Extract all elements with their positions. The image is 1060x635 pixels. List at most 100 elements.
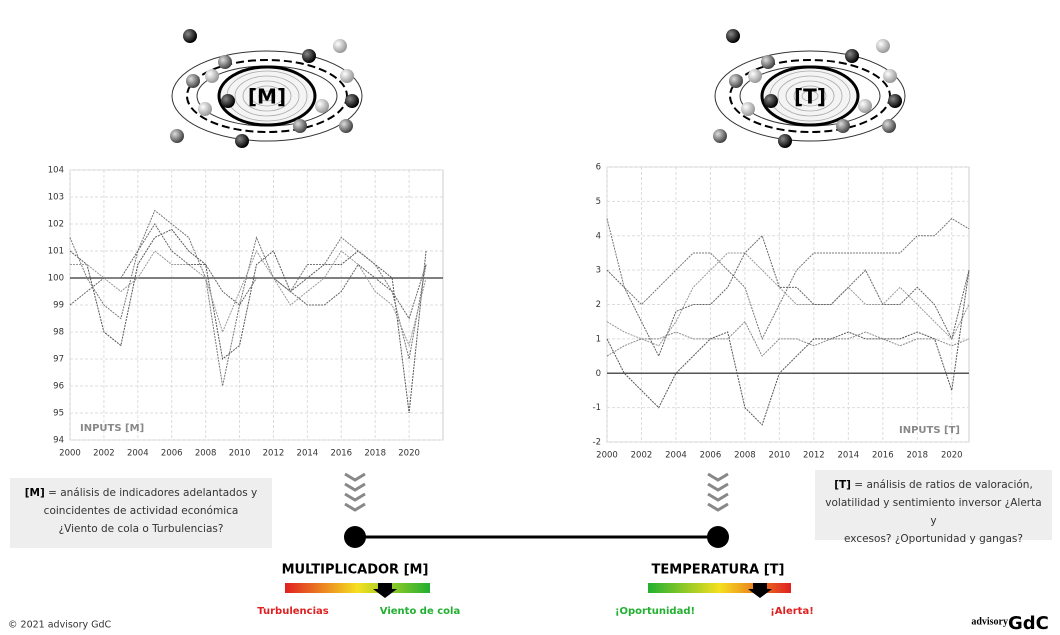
orbit	[171, 50, 363, 142]
electron	[340, 69, 354, 83]
nucleus-ring	[801, 90, 819, 102]
y-tick-label: 4	[596, 231, 601, 241]
x-tick-label: 2012	[263, 449, 285, 459]
x-tick-label: 2004	[665, 451, 687, 461]
logo-name: GdC	[1008, 613, 1049, 634]
series-line	[606, 252, 970, 347]
series-line	[606, 270, 970, 426]
electron	[221, 94, 235, 108]
series-line	[606, 320, 970, 357]
note-line: volatilidad y sentimiento inversor ¿Aler…	[825, 497, 1042, 527]
x-tick-label: 2020	[398, 449, 420, 459]
electron	[198, 102, 212, 116]
note-line: excesos? ¿Oportunidad y gangas?	[844, 533, 1023, 545]
indicator-high: ¡Alerta!	[770, 606, 814, 617]
x-tick-label: 2002	[631, 451, 653, 461]
electron	[339, 119, 353, 133]
x-tick-label: 2000	[596, 451, 618, 461]
note-box: [T] = análisis de ratios de valoración, v…	[815, 470, 1052, 545]
indicator-low: ¡Oportunidad!	[615, 606, 695, 617]
nucleus-ring	[242, 80, 292, 112]
series-line	[69, 223, 427, 320]
nucleus-ring	[785, 80, 835, 112]
y-tick-label: 104	[48, 166, 64, 176]
y-tick-label: 102	[48, 220, 64, 230]
electron	[748, 69, 762, 83]
x-tick-label: 2016	[330, 449, 352, 459]
series-line	[70, 249, 427, 348]
orbit	[729, 59, 891, 133]
electron	[333, 39, 347, 53]
nucleus-ring	[234, 75, 300, 117]
x-tick-label: 2020	[941, 451, 963, 461]
y-tick-label: 5	[596, 197, 601, 207]
electron	[315, 99, 329, 113]
indicator-low: Turbulencias	[257, 606, 328, 617]
note-key: [T]	[834, 479, 851, 491]
indicator-high: Viento de cola	[380, 606, 460, 617]
orbit	[186, 59, 348, 133]
electron	[218, 55, 232, 69]
series-line	[606, 217, 970, 341]
note-key: [M]	[24, 487, 45, 499]
chart-annotation: INPUTS [T]	[899, 425, 960, 436]
logo-prefix: advisory	[971, 616, 1008, 627]
x-tick-label: 2008	[195, 449, 217, 459]
electron	[293, 119, 307, 133]
y-tick-label: 3	[596, 266, 601, 276]
y-tick-label: 96	[53, 382, 64, 392]
electron	[183, 29, 197, 43]
electron	[205, 69, 219, 83]
nucleus	[217, 65, 317, 127]
electron	[845, 49, 859, 63]
indicator-title: TEMPERATURA [T]	[652, 563, 785, 578]
x-tick-label: 2012	[803, 451, 825, 461]
y-tick-label: 0	[596, 369, 601, 379]
footer: © 2021 advisory GdC	[8, 620, 112, 631]
y-tick-label: 94	[53, 436, 64, 446]
electron	[764, 94, 778, 108]
x-tick-label: 2014	[838, 451, 860, 461]
electron	[882, 119, 896, 133]
series-line	[69, 209, 427, 387]
x-tick-label: 2004	[127, 449, 149, 459]
nucleus-ring	[250, 85, 284, 107]
electron	[713, 129, 727, 143]
x-tick-label: 2002	[93, 449, 115, 459]
y-tick-label: -1	[593, 403, 601, 413]
atom: [M]	[170, 29, 363, 148]
note-line: = análisis de indicadores adelantados y	[44, 487, 258, 499]
electron	[235, 134, 249, 148]
electron	[345, 94, 359, 108]
electron	[761, 55, 775, 69]
chart-annotation: INPUTS [M]	[80, 423, 144, 434]
y-tick-label: 2	[596, 300, 601, 310]
note-line: coincidentes de actividad económica	[43, 505, 239, 517]
chevrons	[344, 472, 729, 512]
timeline-node	[344, 526, 366, 548]
electron	[726, 29, 740, 43]
x-tick-label: 2008	[734, 451, 756, 461]
electron	[741, 102, 755, 116]
electron	[883, 69, 897, 83]
gauge-bar	[648, 583, 791, 593]
atom-label: [T]	[794, 85, 826, 109]
electron	[778, 134, 792, 148]
note-line: ¿Viento de cola o Turbulencias?	[58, 523, 224, 535]
atom-label: [M]	[248, 85, 286, 109]
electron	[729, 74, 743, 88]
y-tick-label: 99	[53, 301, 64, 311]
gauge-arrow	[373, 583, 397, 598]
y-tick-label: 1	[596, 334, 601, 344]
timeline-node	[707, 526, 729, 548]
electron	[186, 74, 200, 88]
note-line: = análisis de ratios de valoración,	[850, 479, 1033, 491]
y-tick-label: 103	[48, 193, 64, 203]
electron	[302, 49, 316, 63]
electron	[858, 99, 872, 113]
y-tick-label: 97	[53, 355, 64, 365]
x-tick-label: 2000	[59, 449, 81, 459]
x-tick-label: 2006	[700, 451, 722, 461]
y-tick-label: 98	[53, 328, 64, 338]
